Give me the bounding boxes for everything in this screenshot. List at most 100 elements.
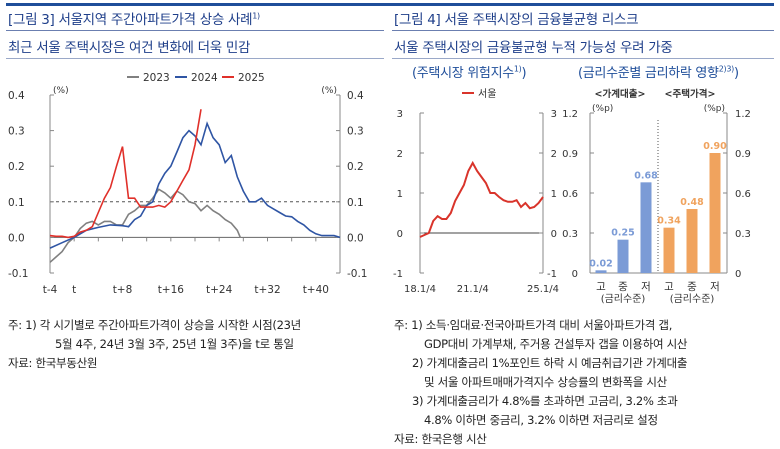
note-line: 주: 1) 소득·임대료·전국아파트가격 대비 서울아파트가격 갭,	[394, 318, 673, 332]
unit-label-left: (%)	[53, 86, 69, 96]
bar-loan-1	[617, 239, 629, 273]
bar-value-label: 0.25	[611, 228, 634, 239]
figure3-notes: 주: 1) 각 시기별로 주간아파트가격이 상승을 시작한 시점(23년 5월 …	[8, 316, 301, 373]
x-tick-label: t+24	[206, 284, 233, 296]
series-line-2025	[49, 109, 202, 239]
note-line: 주: 1) 각 시기별로 주간아파트가격이 상승을 시작한 시점(23년	[8, 318, 301, 332]
y-tick-label-left: -1	[393, 269, 403, 280]
note-line: 2) 가계대출금리 1%포인트 하락 시 예금취급기관 가계대출	[412, 356, 688, 370]
bar-value-label: 0.02	[589, 258, 612, 269]
y-tick-label-left: 0.3	[562, 229, 578, 240]
y-tick-label-left: 0.1	[8, 197, 25, 209]
y-tick-label-left: 0.4	[8, 90, 25, 102]
x-tick-label: t+32	[254, 284, 280, 296]
bar-value-label: 0.34	[657, 216, 681, 227]
x-category-label: 중	[618, 281, 628, 293]
legend-label-2024: 2024	[191, 72, 218, 84]
risk-index-subtitle-text: (주택시장 위험지수	[412, 66, 514, 81]
group-label: <가계대출>	[595, 88, 646, 100]
x-category-label: 고	[596, 281, 606, 293]
unit-label-right: (%p)	[704, 104, 725, 114]
y-tick-label-right: -0.1	[347, 268, 368, 280]
figure3-title: [그림 3] 서울지역 주간아파트가격 상승 사례1)	[8, 8, 260, 29]
note-line: 및 서울 아파트매매가격지수 상승률의 변화폭을 시산	[424, 375, 667, 389]
y-tick-label-right: 0.2	[347, 161, 364, 173]
divider	[6, 58, 384, 59]
unit-label-right: (%)	[321, 86, 337, 96]
top-rule	[6, 3, 774, 6]
y-tick-label-left: 0.0	[8, 232, 25, 244]
y-tick-label-left: -0.1	[8, 268, 29, 280]
bar-value-label: 0.48	[680, 197, 704, 208]
x-tick-label: t+8	[113, 284, 133, 296]
figure3-sup: 1)	[252, 11, 260, 21]
bar-loan-2	[640, 182, 652, 273]
y-tick-label-left: 2	[397, 149, 403, 160]
figure3-headline: 최근 서울 주택시장은 여건 변화에 더욱 민감	[8, 40, 251, 56]
x-category-label: 저	[641, 281, 651, 293]
y-tick-label-left: 0.2	[8, 161, 25, 173]
y-tick-label-right: 0.6	[735, 189, 751, 200]
y-tick-label-right: 0.3	[347, 126, 364, 138]
y-tick-label-right: 0	[735, 269, 741, 280]
note-line: GDP대비 가계부채, 주거용 건설투자 갭을 이용하여 시산	[424, 337, 688, 351]
y-tick-label-left: 3	[397, 109, 403, 120]
y-tick-label-right: 0.4	[347, 90, 364, 102]
series-line-seoul	[419, 160, 544, 238]
legend-label-seoul: 서울	[478, 88, 496, 100]
bar-value-label: 0.68	[634, 170, 658, 181]
divider	[392, 58, 774, 59]
risk-index-sup: 1)	[513, 64, 522, 74]
y-tick-label-left: 0.6	[562, 189, 578, 200]
bar-housing-1	[686, 209, 698, 273]
x-axis-label: (금리수준)	[601, 293, 646, 305]
y-tick-label-right: -1	[547, 269, 557, 280]
bar-housing-0	[663, 227, 675, 273]
legend-label-2023: 2023	[143, 72, 170, 84]
y-tick-label-right: 0.0	[347, 232, 364, 244]
x-tick-label: t-4	[43, 284, 58, 296]
rate-impact-sup: 2)3)	[718, 64, 735, 74]
bar-value-label: 0.90	[703, 141, 727, 152]
legend-label-2025: 2025	[238, 72, 265, 84]
group-label: <주택가격>	[665, 88, 716, 100]
y-tick-label-right: 1.2	[735, 109, 751, 120]
x-tick-label: t	[72, 284, 76, 296]
unit-label-left: (%p)	[592, 104, 613, 114]
x-tick-label: t+16	[158, 284, 185, 296]
source-line: 자료: 한국부동산원	[8, 356, 98, 370]
divider	[392, 30, 774, 31]
source-line: 자료: 한국은행 시산	[394, 432, 487, 446]
y-tick-label-left: 0	[572, 269, 578, 280]
y-tick-label-left: 0.9	[562, 149, 578, 160]
bar-housing-2	[709, 153, 721, 273]
divider	[6, 30, 384, 31]
y-tick-label-right: 0.1	[347, 197, 364, 209]
x-axis-label: (금리수준)	[670, 293, 715, 305]
y-tick-label-left: 1.2	[562, 109, 578, 120]
y-tick-label-right: 0.9	[735, 149, 751, 160]
figure4-notes: 주: 1) 소득·임대료·전국아파트가격 대비 서울아파트가격 갭, GDP대비…	[394, 316, 687, 449]
note-line: 4.8% 이하면 중금리, 3.2% 이하면 저금리로 설정	[424, 413, 658, 427]
risk-index-subtitle: (주택시장 위험지수1))	[412, 64, 527, 81]
x-category-label: 저	[710, 281, 720, 293]
y-tick-label-right: 3	[551, 109, 557, 120]
y-tick-label-right: 0.3	[735, 229, 751, 240]
y-tick-label-right: 0	[551, 229, 557, 240]
y-tick-label-left: 1	[397, 189, 403, 200]
y-tick-label-left: 0.3	[8, 126, 25, 138]
x-tick-label: t+40	[303, 284, 329, 296]
bar-loan-0	[595, 270, 607, 273]
figure4-headline: 서울 주택시장의 금융불균형 누적 가능성 우려 가중	[394, 40, 673, 56]
figure4-title: [그림 4] 서울 주택시장의 금융불균형 리스크	[394, 12, 639, 28]
rate-impact-subtitle-text: (금리수준별 금리하락 영향	[578, 66, 719, 81]
x-tick-label: 21.1/4	[457, 284, 489, 295]
x-tick-label: 18.1/4	[404, 284, 436, 295]
series-line-2024	[49, 121, 341, 249]
x-category-label: 고	[664, 281, 674, 293]
note-line: 3) 가계대출금리가 4.8%를 초과하면 고금리, 3.2% 초과	[412, 394, 678, 408]
x-category-label: 중	[687, 281, 697, 293]
rate-impact-subtitle: (금리수준별 금리하락 영향2)3))	[578, 64, 739, 81]
note-line: 5월 4주, 24년 3월 3주, 25년 1월 3주)을 t로 통일	[55, 337, 294, 351]
